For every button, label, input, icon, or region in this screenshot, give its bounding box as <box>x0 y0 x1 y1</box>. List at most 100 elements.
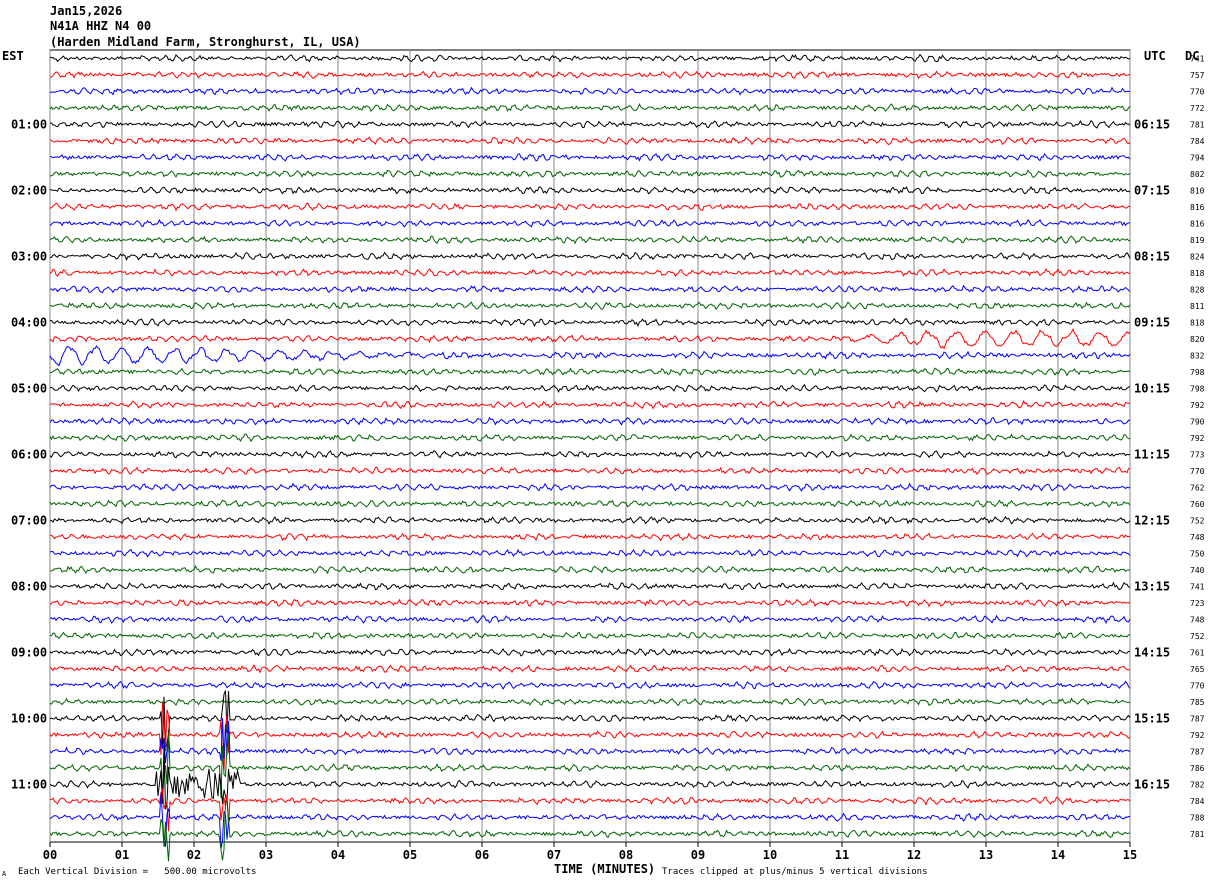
seismic-trace <box>49 169 1131 178</box>
est-hour-label: 10:00 <box>11 711 47 725</box>
seismic-trace <box>49 515 1131 525</box>
seismic-trace <box>49 235 1131 245</box>
est-hour-label: 11:00 <box>11 777 47 791</box>
x-tick-label: 07 <box>547 848 561 862</box>
seismic-trace <box>49 383 1131 393</box>
dc-label: DC <box>1185 49 1200 63</box>
seismic-trace <box>49 647 1131 657</box>
dc-offset-label: 765 <box>1190 665 1205 674</box>
seismic-trace <box>49 733 1131 801</box>
seismic-trace <box>49 614 1131 624</box>
seismic-trace <box>49 680 1131 691</box>
x-tick-label: 00 <box>43 848 57 862</box>
est-hour-label: 08:00 <box>11 579 47 593</box>
x-tick-label: 08 <box>619 848 633 862</box>
dc-offset-label: 772 <box>1190 104 1205 113</box>
seismic-trace <box>49 317 1131 328</box>
dc-offset-label: 770 <box>1190 87 1205 96</box>
seismic-trace <box>49 53 1131 63</box>
seismic-trace <box>49 327 1131 350</box>
dc-offset-label: 832 <box>1190 351 1205 360</box>
x-tick-label: 02 <box>187 848 201 862</box>
dc-offset-label: 748 <box>1190 533 1205 542</box>
dc-offset-label: 773 <box>1190 450 1205 459</box>
seismic-trace <box>49 86 1131 96</box>
utc-hour-label: 06:15 <box>1134 117 1170 131</box>
est-axis-label: EST <box>2 49 24 63</box>
dc-offset-label: 741 <box>1190 54 1205 63</box>
utc-hour-label: 11:15 <box>1134 447 1170 461</box>
dc-offset-label: 810 <box>1190 186 1205 195</box>
dc-offset-label: 787 <box>1190 747 1205 756</box>
dc-offset-label: 786 <box>1190 764 1205 773</box>
dc-offset-label: 760 <box>1190 500 1205 509</box>
est-hour-label: 06:00 <box>11 447 47 461</box>
seismic-trace <box>49 466 1131 475</box>
est-hour-label: 05:00 <box>11 381 47 395</box>
dc-offset-label: 792 <box>1190 401 1205 410</box>
dc-offset-label: 794 <box>1190 153 1205 162</box>
seismic-trace <box>49 416 1131 426</box>
dc-offset-label: 770 <box>1190 467 1205 476</box>
x-tick-label: 13 <box>979 848 993 862</box>
corner-mark: A <box>2 870 7 878</box>
seismic-trace <box>49 702 1131 771</box>
dc-offset-label: 792 <box>1190 731 1205 740</box>
dc-offset-label: 792 <box>1190 434 1205 443</box>
seismic-trace <box>50 532 1131 542</box>
dc-offset-label: 762 <box>1190 483 1205 492</box>
seismic-trace <box>49 268 1131 278</box>
dc-offset-label: 818 <box>1190 269 1205 278</box>
dc-offset-label: 752 <box>1190 516 1205 525</box>
dc-offset-label: 820 <box>1190 335 1205 344</box>
seismic-trace <box>49 103 1131 113</box>
x-tick-label: 06 <box>475 848 489 862</box>
utc-axis-label: UTC <box>1144 49 1166 63</box>
est-hour-label: 04:00 <box>11 315 47 329</box>
seismic-trace <box>49 119 1131 129</box>
station-location: (Harden Midland Farm, Stronghurst, IL, U… <box>50 35 361 49</box>
x-tick-label: 05 <box>403 848 417 862</box>
dc-offset-label: 750 <box>1190 549 1205 558</box>
dc-offset-label: 757 <box>1190 71 1205 80</box>
seismic-trace <box>49 301 1131 311</box>
utc-hour-label: 13:15 <box>1134 579 1170 593</box>
x-axis-title: TIME (MINUTES) <box>554 862 656 876</box>
utc-hour-label: 15:15 <box>1134 711 1170 725</box>
scale-note: Each Vertical Division = 500.00 microvol… <box>18 867 257 877</box>
dc-offset-label: 782 <box>1190 780 1205 789</box>
seismic-trace <box>49 499 1131 508</box>
dc-offset-label: 781 <box>1190 830 1205 839</box>
dc-offset-label: 723 <box>1190 599 1205 608</box>
seismic-trace <box>49 581 1131 591</box>
seismic-trace <box>49 152 1131 162</box>
seismic-trace <box>49 793 1131 849</box>
seismic-trace <box>49 663 1131 674</box>
seismic-trace <box>49 345 1131 367</box>
utc-hour-label: 14:15 <box>1134 645 1170 659</box>
est-hour-label: 09:00 <box>11 645 47 659</box>
utc-hour-label: 10:15 <box>1134 381 1170 395</box>
x-tick-label: 15 <box>1123 848 1137 862</box>
seismic-trace <box>49 717 1131 764</box>
est-hour-label: 02:00 <box>11 183 47 197</box>
dc-offset-label: 784 <box>1190 797 1205 806</box>
seismic-trace <box>49 548 1131 558</box>
utc-hour-label: 16:15 <box>1134 777 1170 791</box>
seismic-trace <box>49 186 1131 195</box>
x-tick-label: 01 <box>115 848 129 862</box>
dc-offset-label: 752 <box>1190 632 1205 641</box>
utc-hour-label: 07:15 <box>1134 183 1170 197</box>
dc-offset-label: 781 <box>1190 120 1205 129</box>
dc-offset-label: 816 <box>1190 219 1205 228</box>
dc-offset-label: 740 <box>1190 566 1205 575</box>
dc-offset-label: 798 <box>1190 384 1205 393</box>
seismic-trace <box>49 631 1131 640</box>
seismic-trace <box>49 251 1131 261</box>
utc-hour-label: 12:15 <box>1134 513 1170 527</box>
plot-frame <box>49 49 1131 843</box>
utc-hour-label: 08:15 <box>1134 249 1170 263</box>
x-tick-label: 14 <box>1051 848 1065 862</box>
seismic-trace <box>49 449 1131 459</box>
